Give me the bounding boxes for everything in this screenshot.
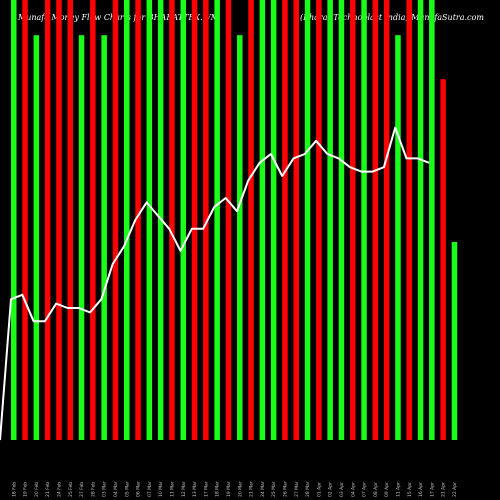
x-tick-label: 21 Mar [249,481,255,497]
bar-10 [112,0,119,440]
x-tick-labels: 18 Feb 19 Feb 20 Feb 21 Feb 24 Feb 25 Feb 27 F… [11,481,458,497]
bar-24 [270,0,277,440]
x-tick-label: 07 Apr [362,482,368,497]
bar-8 [90,0,96,440]
bar-18 [203,0,209,440]
bar-2 [22,0,28,440]
chart-title: Munafa Money Flow Charts for BHARATTEX.W… [18,13,219,22]
x-tick-label: 25 Feb [68,482,74,497]
x-tick-label: 21 Apr [441,482,447,497]
x-tick-label: 24 Feb [57,482,63,497]
x-tick-label: 11 Mar [170,481,176,497]
bar-39 [440,79,446,440]
x-tick-label: 01 Apr [316,482,322,497]
bar-3 [33,35,40,440]
x-tick-label: 20 Mar [237,481,243,497]
bar-30 [338,0,345,440]
x-tick-label: 03 Apr [339,482,345,497]
bar-19 [214,0,220,440]
x-tick-label: 17 Mar [203,481,209,497]
bar-11 [124,0,130,440]
bar-38 [429,0,435,440]
bar-32 [361,0,367,440]
x-tick-label: 28 Feb [90,482,96,497]
x-tick-label: 09 Apr [384,482,390,497]
bar-1 [11,0,17,440]
bar-4 [44,0,51,440]
bar-31 [350,0,356,440]
x-tick-label: 18 Feb [11,482,17,497]
bar-36 [406,0,412,440]
x-tick-label: 27 Feb [79,482,85,497]
x-tick-label: 19 Feb [23,482,29,497]
x-tick-label: 12 Mar [181,481,187,497]
bar-25 [282,0,288,440]
bar-6 [67,0,73,440]
x-tick-label: 10 Mar [158,481,164,497]
x-tick-label: 27 Mar [294,481,300,497]
x-tick-label: 06 Mar [136,481,142,497]
x-tick-label: 03 Mar [102,481,108,497]
bar-7 [78,35,85,440]
bar-17 [191,0,198,440]
bar-22 [248,0,254,440]
x-tick-label: 17 Apr [429,482,435,497]
x-tick-label: 26 Mar [283,481,289,497]
x-tick-label: 21 Feb [45,482,51,497]
x-tick-label: 16 Apr [418,482,424,497]
x-tick-label: 04 Mar [113,481,119,497]
x-tick-label: 04 Apr [350,482,356,497]
bar-37 [417,0,424,440]
x-tick-label: 08 Apr [373,482,379,497]
x-tick-label: 07 Mar [147,481,153,497]
bar-28 [316,0,322,440]
x-tick-label: 20 Feb [34,482,40,497]
x-tick-label: 22 Apr [452,482,458,497]
x-tick-label: 24 Mar [260,481,266,497]
chart-subtitle: (Bharat Technoplast India) MunafaSutra.c… [300,13,484,22]
bar-5 [56,0,62,440]
bar-40 [451,242,458,440]
bar-33 [372,0,379,440]
bar-35 [395,35,401,440]
money-flow-line [0,126,430,441]
x-tick-label: 28 Mar [305,481,311,497]
bar-21 [237,35,243,440]
x-tick-label: 18 Mar [215,481,221,497]
bar-16 [180,0,186,440]
bar-20 [225,0,232,440]
bar-23 [259,0,266,440]
x-tick-label: 13 Mar [192,481,198,497]
x-tick-label: 02 Apr [328,482,334,497]
x-tick-label: 15 Apr [407,482,413,497]
bar-34 [383,0,390,440]
bar-27 [304,0,311,440]
bar-12 [135,0,141,440]
x-tick-label: 25 Mar [271,481,277,497]
bar-13 [146,0,153,440]
x-tick-label: 19 Mar [226,481,232,497]
x-tick-label: 11 Apr [396,482,402,497]
bar-29 [327,0,333,440]
bars-group [11,0,458,440]
x-tick-label: 05 Mar [124,481,130,497]
bar-15 [169,0,175,440]
bar-9 [101,35,107,440]
bar-26 [293,0,299,440]
